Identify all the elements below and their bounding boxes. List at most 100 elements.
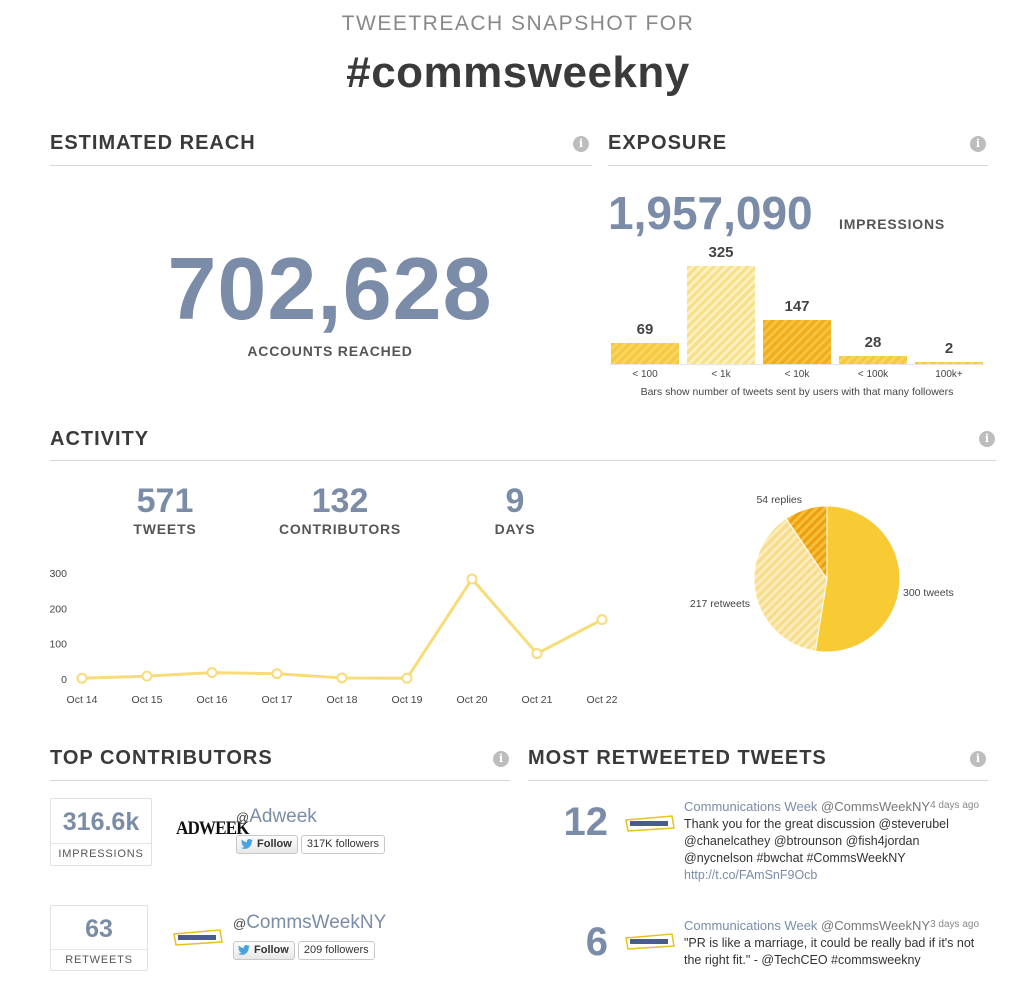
follow-button-commsweekny[interactable]: Follow bbox=[233, 941, 295, 960]
at-sign: @ bbox=[233, 916, 247, 931]
exposure-bar bbox=[839, 356, 907, 364]
top-contributors-title: TOP CONTRIBUTORS bbox=[50, 747, 273, 769]
line-x-tick: Oct 21 bbox=[522, 694, 553, 706]
tweet-handle: @CommsWeekNY bbox=[821, 918, 931, 933]
follow-label: Follow bbox=[254, 944, 289, 956]
exposure-bar-category: < 10k bbox=[784, 369, 810, 380]
tweet-author: Communications Week bbox=[684, 918, 818, 933]
impressions-label: IMPRESSIONS bbox=[839, 216, 946, 232]
reach-value: 702,628 bbox=[167, 239, 493, 338]
line-point bbox=[271, 668, 283, 680]
retweeted-info-icon[interactable]: i bbox=[970, 751, 986, 767]
stat-tweets: 571 TWEETS bbox=[105, 482, 225, 537]
handle-text: CommsWeekNY bbox=[246, 912, 387, 933]
stat-tweets-value: 571 bbox=[136, 482, 194, 520]
activity-info-icon[interactable]: i bbox=[979, 431, 995, 447]
contributor-handle-commsweekny[interactable]: @CommsWeekNY bbox=[233, 912, 386, 934]
exposure-note: Bars show number of tweets sent by users… bbox=[640, 386, 954, 398]
estimated-reach-title: ESTIMATED REACH bbox=[50, 132, 256, 154]
contributor-impressions-box: 316.6k IMPRESSIONS bbox=[50, 798, 152, 866]
line-x-tick: Oct 22 bbox=[587, 694, 618, 706]
retweet-count-2: 6 bbox=[585, 920, 608, 964]
tweet-line: Thank you for the great discussion @stev… bbox=[684, 817, 949, 831]
exposure-bar bbox=[687, 266, 755, 364]
line-point bbox=[596, 614, 608, 626]
line-point bbox=[401, 672, 413, 684]
stat-days: 9 DAYS bbox=[470, 482, 560, 537]
line-series bbox=[81, 577, 603, 680]
adweek-logo: ADWEEK bbox=[176, 818, 249, 839]
pie-slice-label: 217 retweets bbox=[690, 598, 750, 610]
activity-pie-chart: 300 tweets 217 retweets 54 replies bbox=[690, 494, 954, 653]
tweet-text: "PR is like a marriage, it could be real… bbox=[684, 935, 994, 969]
communications-week-logo-icon bbox=[173, 929, 223, 946]
followers-count-adweek: 317K followers bbox=[300, 835, 385, 854]
line-point bbox=[206, 667, 218, 679]
tweet-handle: @CommsWeekNY bbox=[821, 799, 931, 814]
pie-slice-label: 54 replies bbox=[756, 494, 802, 506]
follow-label: Follow bbox=[257, 838, 292, 850]
tweet-line: @nycnelson #bwchat #CommsWeekNY bbox=[684, 851, 906, 865]
tweet-author-line: Communications Week @CommsWeekNY3 days a… bbox=[684, 918, 994, 933]
exposure-divider bbox=[608, 165, 988, 166]
line-point bbox=[466, 573, 478, 585]
contributor-retweets-value: 63 bbox=[85, 915, 113, 943]
exposure-baseline bbox=[610, 364, 984, 365]
communications-week-logo-icon bbox=[625, 815, 675, 832]
stat-contributors: 132 CONTRIBUTORS bbox=[265, 482, 415, 537]
follow-button-adweek[interactable]: Follow bbox=[236, 835, 298, 854]
contributor-retweets-box: 63 RETWEETS bbox=[50, 905, 148, 971]
line-x-tick: Oct 19 bbox=[392, 694, 423, 706]
exposure-bar-value: 325 bbox=[708, 244, 734, 261]
stat-contributors-label: CONTRIBUTORS bbox=[278, 521, 402, 537]
tweet-1[interactable]: Communications Week @CommsWeekNY4 days a… bbox=[684, 799, 994, 884]
line-point bbox=[141, 670, 153, 682]
tweet-2[interactable]: Communications Week @CommsWeekNY3 days a… bbox=[684, 918, 994, 969]
line-point bbox=[336, 672, 348, 684]
reach-info-icon[interactable]: i bbox=[573, 136, 589, 152]
pie-slice bbox=[785, 505, 828, 581]
contributor-handle-adweek[interactable]: @Adweek bbox=[236, 806, 317, 828]
tweet-line: @chanelcathey @btrounson @fish4jordan bbox=[684, 834, 920, 848]
line-x-tick: Oct 17 bbox=[262, 694, 293, 706]
tweet-time: 4 days ago bbox=[930, 800, 980, 811]
exposure-bar bbox=[763, 320, 831, 364]
twitter-bird-icon bbox=[237, 945, 251, 955]
tweet-link[interactable]: http://t.co/FAmSnF9Ocb bbox=[684, 868, 818, 882]
contributor-retweets-label: RETWEETS bbox=[51, 949, 147, 970]
line-x-tick: Oct 20 bbox=[457, 694, 488, 706]
pie-slice bbox=[753, 517, 828, 652]
most-retweeted-title: MOST RETWEETED TWEETS bbox=[528, 747, 827, 769]
stat-days-value: 9 bbox=[505, 482, 525, 520]
followers-count-commsweekny: 209 followers bbox=[297, 941, 375, 960]
contributors-info-icon[interactable]: i bbox=[493, 751, 509, 767]
pie-slice-label: 300 tweets bbox=[903, 587, 954, 599]
exposure-bar-category: < 1k bbox=[711, 369, 731, 380]
stat-days-label: DAYS bbox=[494, 521, 536, 537]
pie-slice bbox=[814, 505, 901, 653]
activity-line-chart: 0 100 200 300 Oct 14 Oct 15 Oct 16 Oct 17 Oct 18… bbox=[49, 568, 618, 706]
line-y-tick: 0 bbox=[61, 674, 67, 686]
contributors-divider bbox=[50, 780, 510, 781]
exposure-bar bbox=[915, 362, 983, 364]
tweet-text: Thank you for the great discussion @stev… bbox=[684, 816, 994, 884]
tweet-time: 3 days ago bbox=[930, 919, 980, 930]
contributor-impressions-value: 316.6k bbox=[62, 808, 140, 836]
exposure-bar-category: < 100 bbox=[632, 369, 658, 380]
handle-text: Adweek bbox=[249, 806, 317, 827]
hashtag-title: #commsweekny bbox=[346, 48, 690, 97]
impressions-value: 1,957,090 bbox=[608, 187, 813, 239]
line-point bbox=[76, 672, 88, 684]
communications-week-logo-icon bbox=[625, 933, 675, 950]
exposure-bar-category: 100k+ bbox=[935, 369, 963, 380]
at-sign: @ bbox=[236, 810, 250, 825]
exposure-info-icon[interactable]: i bbox=[970, 136, 986, 152]
exposure-bar bbox=[611, 343, 679, 364]
line-x-tick: Oct 18 bbox=[327, 694, 358, 706]
reach-label: ACCOUNTS REACHED bbox=[247, 343, 413, 359]
exposure-bar-value: 147 bbox=[784, 298, 810, 315]
line-y-tick: 200 bbox=[49, 603, 67, 615]
tweet-author: Communications Week bbox=[684, 799, 818, 814]
reach-divider bbox=[50, 165, 592, 166]
line-point bbox=[531, 648, 543, 660]
